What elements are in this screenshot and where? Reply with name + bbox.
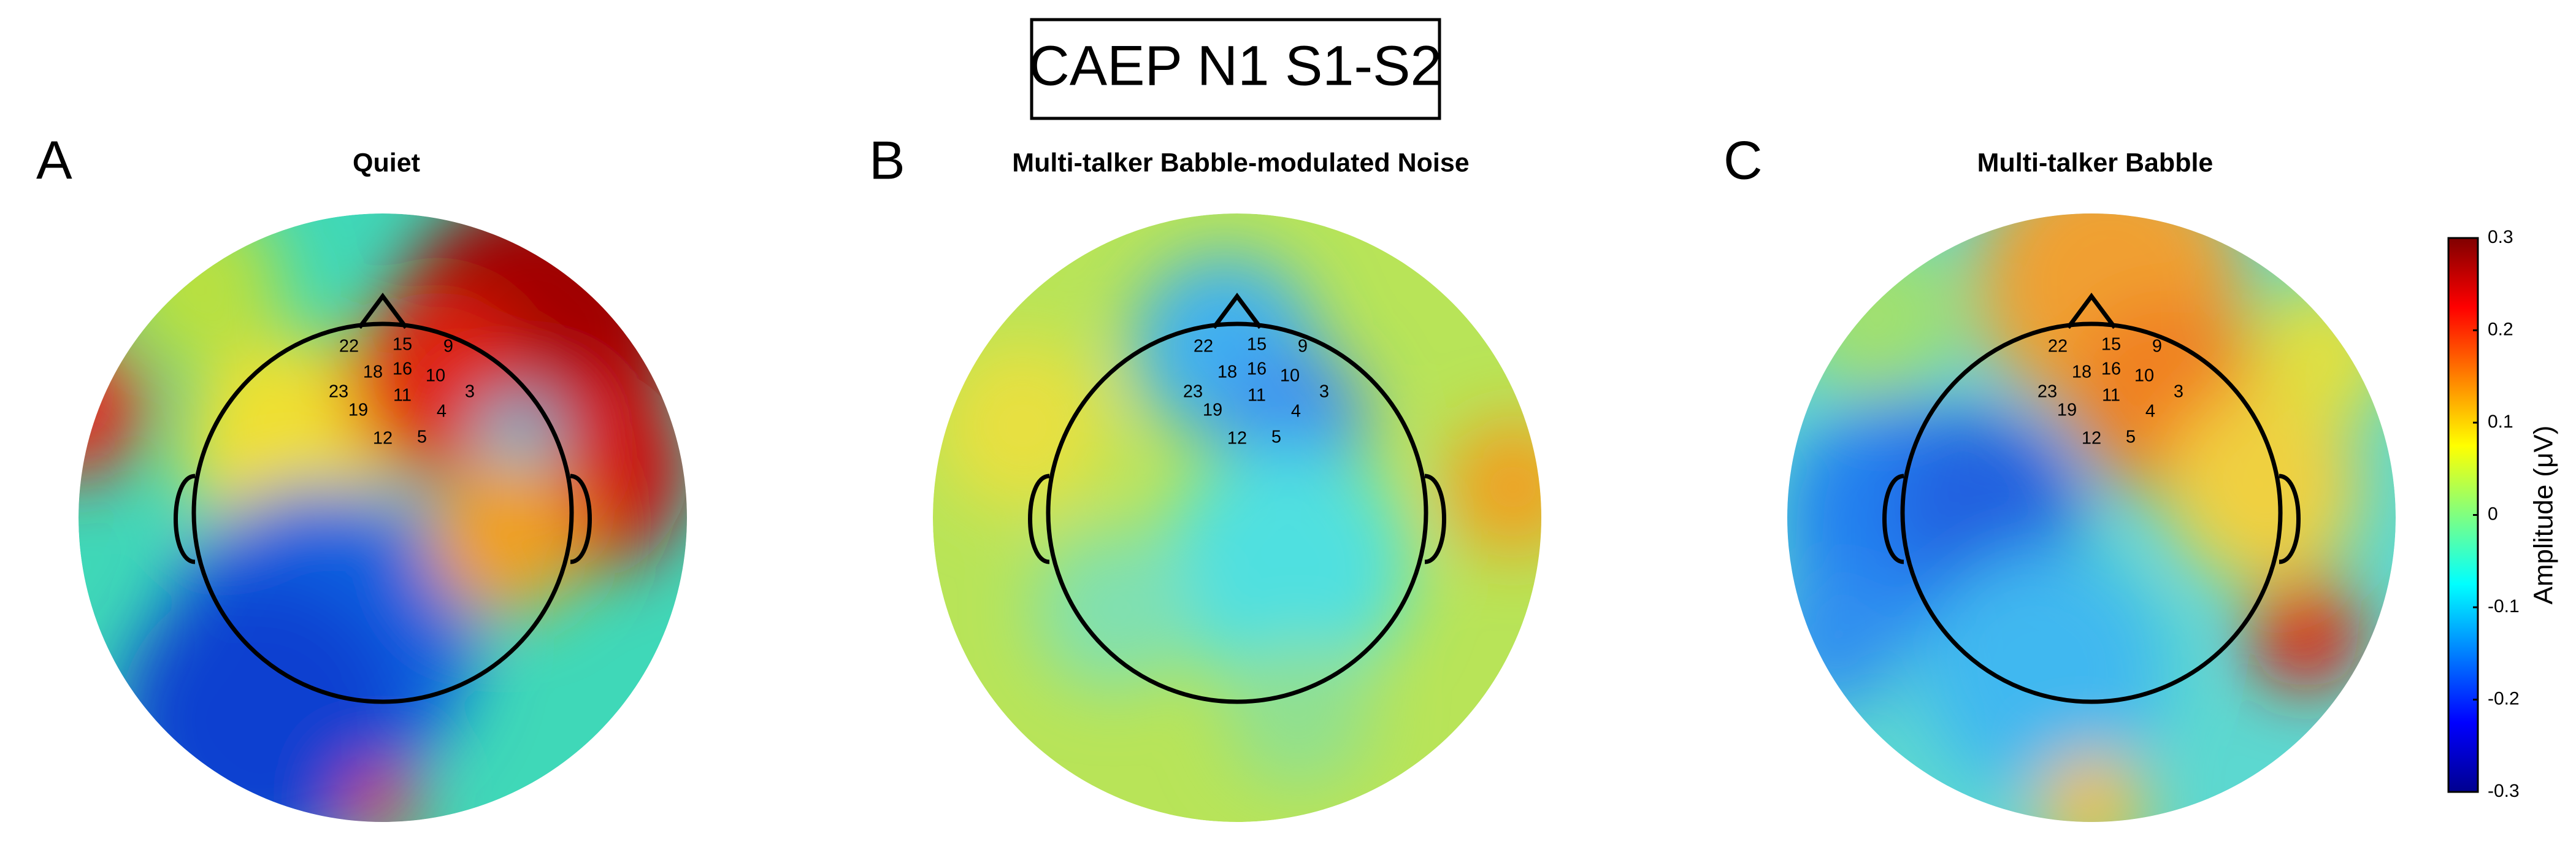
electrode-label: 11 [2102, 386, 2120, 405]
electrode-label: 23 [1183, 382, 1203, 402]
field-blob [937, 340, 1108, 512]
colorbar-tick-label: 0.2 [2488, 319, 2513, 339]
ear-left [1028, 474, 1050, 564]
electrode-label: 11 [393, 386, 412, 405]
electrode-label: 10 [2134, 366, 2154, 386]
head [1900, 321, 2283, 704]
colorbar-tick-label: -0.2 [2488, 688, 2520, 709]
electrode-label: 5 [1271, 428, 1281, 447]
field-blob [2251, 278, 2396, 426]
panel-letter: A [36, 129, 72, 190]
electrode-label: 22 [339, 337, 359, 356]
colorbar-tick-label: 0.1 [2488, 412, 2513, 432]
colorbar-tick-label: 0 [2488, 504, 2498, 524]
panel-title: Multi-talker Babble [1977, 148, 2214, 177]
electrode-label: 12 [1227, 429, 1247, 448]
title-box [1030, 18, 1441, 120]
ear-left [1882, 474, 1904, 564]
electrode-label: 3 [465, 382, 475, 402]
electrode-label: 10 [1280, 366, 1300, 386]
ear-right [2279, 474, 2301, 564]
electrode-label: 3 [2174, 382, 2183, 402]
electrode-label: 19 [348, 401, 368, 420]
colorbar-tick-label: 0.3 [2488, 227, 2513, 247]
electrode-label: 18 [1217, 363, 1237, 382]
electrode-label: 18 [363, 363, 383, 382]
field-blob [1787, 573, 1901, 708]
electrode-label: 23 [2037, 382, 2057, 402]
colorbar-tick-label: -0.1 [2488, 596, 2520, 616]
field-blob [2036, 751, 2147, 822]
electrode-label: 9 [443, 337, 453, 356]
electrode-label: 16 [393, 359, 412, 379]
field-blob [113, 213, 285, 371]
electrode-label: 15 [2101, 335, 2121, 355]
nose [2066, 293, 2117, 329]
field-blob [1446, 420, 1541, 555]
field-blob [2251, 579, 2361, 689]
electrode-label: 19 [1203, 401, 1222, 420]
electrode-label: 10 [426, 366, 445, 386]
field-blob [79, 334, 150, 481]
electrode-label: 5 [2126, 428, 2136, 447]
field-blob [1920, 548, 2165, 794]
electrode-label: 23 [329, 382, 348, 402]
figure-title: CAEP N1 S1-S2 [1029, 34, 1441, 97]
field-blob [2165, 389, 2361, 585]
electrode-label: 4 [1291, 402, 1301, 421]
electrode-label: 12 [2082, 429, 2101, 448]
head [191, 321, 574, 704]
electrode-label: 18 [2072, 363, 2091, 382]
electrode-label: 16 [1247, 359, 1267, 379]
electrode-label: 9 [1298, 337, 1308, 356]
panel-letter: B [869, 129, 905, 190]
electrode-label: 15 [1247, 335, 1267, 355]
field-blob [1225, 640, 1372, 788]
panel-letter: C [1723, 129, 1763, 190]
electrode-label: 3 [1319, 382, 1329, 402]
colorbar-label: Amplitude (μV) [2529, 426, 2559, 605]
nose [358, 293, 408, 329]
electrode-label: 11 [1248, 386, 1266, 405]
electrode-label: 4 [2145, 402, 2155, 421]
electrode-label: 22 [2048, 337, 2068, 356]
electrode-label: 19 [2057, 401, 2077, 420]
field-blob [1791, 229, 1963, 401]
electrode-label: 9 [2152, 337, 2162, 356]
topomap [1787, 213, 2396, 822]
field-blob [1163, 444, 1409, 689]
topomap-field [937, 254, 1541, 788]
field-blob [426, 456, 585, 616]
electrode-label: 22 [1194, 337, 1213, 356]
panel-title: Quiet [353, 148, 420, 177]
panel-title: Multi-talker Babble-modulated Noise [1012, 148, 1469, 177]
nose [1212, 293, 1262, 329]
topomap [79, 213, 687, 822]
electrode-label: 16 [2101, 359, 2121, 379]
electrode-label: 12 [373, 429, 393, 448]
ear-right [1424, 474, 1446, 564]
electrode-label: 5 [417, 428, 427, 447]
field-blob [346, 769, 420, 822]
colorbar-tick-label: -0.3 [2488, 781, 2520, 801]
ear-left [174, 474, 196, 564]
field-blob [1035, 530, 1194, 689]
topomap-field [1787, 213, 2396, 822]
topomap [933, 213, 1541, 822]
head [1046, 321, 1428, 704]
electrode-label: 4 [437, 402, 447, 421]
ear-right [570, 474, 592, 564]
electrode-label: 15 [393, 335, 412, 355]
